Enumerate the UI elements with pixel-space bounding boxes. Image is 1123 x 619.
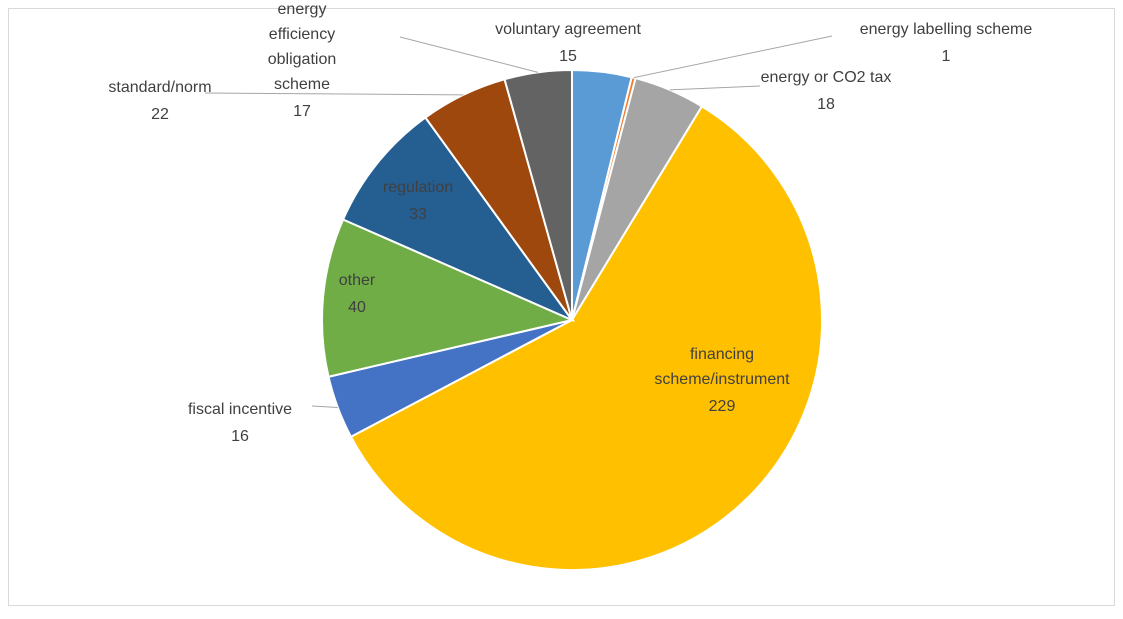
label-line: other [339,272,376,289]
label-line: energy or CO2 tax [761,69,892,86]
pie-slice [503,68,573,321]
data-label-name: regulation [383,179,453,196]
label-line: scheme/instrument [654,371,790,388]
pie-slice [321,218,576,378]
leader-line [633,35,833,79]
label-line: efficiency [269,26,335,43]
label-line: obligation [268,51,337,68]
data-label-value: 15 [559,48,577,65]
label-line: energy labelling scheme [860,21,1033,38]
pie-slice [349,105,823,571]
data-label-value: 40 [348,299,366,316]
label-line: voluntary agreement [495,21,641,38]
label-line: regulation [383,179,453,196]
data-label-name: energy or CO2 tax [761,69,892,86]
data-label-name: energy efficiency obligation scheme [268,1,337,93]
label-line: financing [690,346,754,363]
data-label-name: financing scheme/instrument [654,346,790,388]
data-label-value: 22 [151,106,169,123]
data-label-value: 17 [293,103,311,120]
data-label-value: 1 [942,48,951,65]
pie-slice [341,116,575,323]
leader-line [204,92,464,96]
data-label-name: standard/norm [108,79,211,96]
data-label-name: fiscal incentive [188,401,292,418]
data-label-value: 18 [817,96,835,113]
data-label-value: 16 [231,428,249,445]
label-line: standard/norm [108,79,211,96]
data-label-name: other [339,272,376,289]
label-line: energy [278,1,327,18]
leader-line [399,36,539,73]
label-line: scheme [274,76,330,93]
leader-line [669,85,761,91]
data-label-value: 33 [409,206,427,223]
leader-line [311,405,338,408]
label-line: fiscal incentive [188,401,292,418]
data-label-value: 229 [709,398,736,415]
data-label-name: voluntary agreement [495,21,641,38]
data-label-name: energy labelling scheme [860,21,1033,38]
